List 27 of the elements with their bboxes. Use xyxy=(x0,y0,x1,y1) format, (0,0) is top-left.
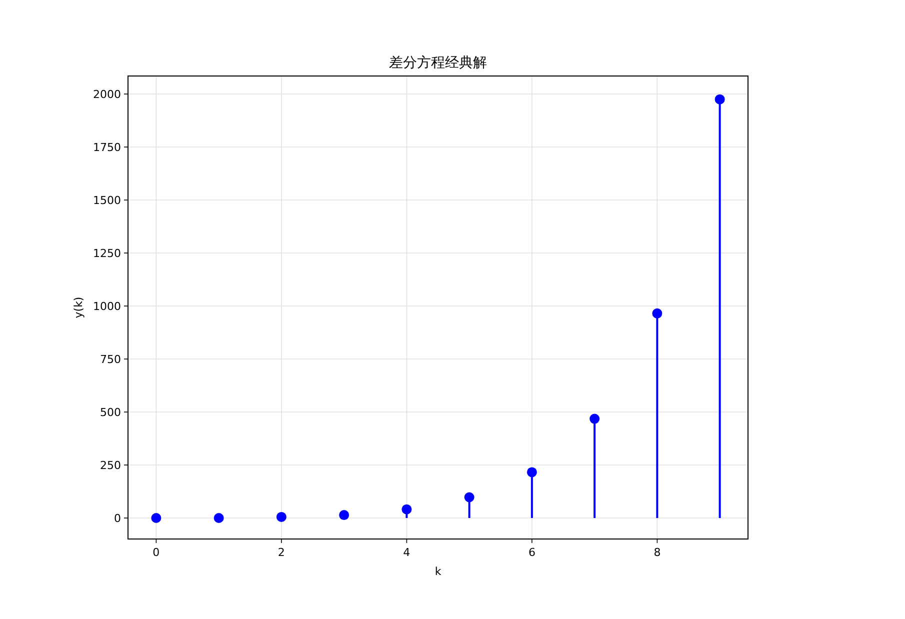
x-tick-label: 0 xyxy=(152,546,160,559)
point xyxy=(652,308,662,318)
x-tick-label: 4 xyxy=(403,546,410,559)
y-tick-label: 1000 xyxy=(93,300,121,314)
point xyxy=(339,510,350,520)
x-tick-label: 2 xyxy=(278,546,285,559)
point xyxy=(402,504,412,514)
y-axis-title: y(k) xyxy=(72,296,85,318)
y-tick-label: 250 xyxy=(100,459,121,472)
point xyxy=(464,492,474,502)
x-tick-label: 8 xyxy=(654,546,661,559)
point xyxy=(151,513,162,524)
y-tick-label: 750 xyxy=(100,353,121,366)
y-tick-label: 1500 xyxy=(93,194,121,208)
chart-title: 差分方程经典解 xyxy=(389,55,487,71)
y-tick-label: 2000 xyxy=(93,88,121,102)
y-tick-label: 1750 xyxy=(93,141,121,154)
y-tick-label: 500 xyxy=(100,406,121,420)
x-axis-title: k xyxy=(434,565,442,578)
y-tick-label: 0 xyxy=(114,512,121,526)
point xyxy=(214,513,224,524)
point xyxy=(526,467,537,478)
x-tick-label: 6 xyxy=(528,546,536,559)
y-tick-label: 1250 xyxy=(93,247,121,260)
point xyxy=(590,414,600,424)
point xyxy=(714,94,725,104)
point xyxy=(276,512,286,522)
